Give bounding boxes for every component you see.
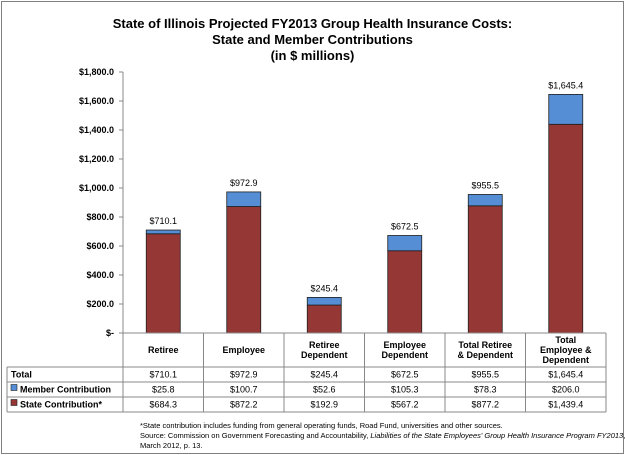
table-cell-value: $1,439.4 [548,400,583,410]
y-tick-label: $1,800.0 [79,67,114,77]
table-cell-value: $1,645.4 [548,370,583,380]
x-category-label: Dependent [381,350,428,360]
x-category-label: Employee [222,345,265,355]
footnote-line-2: Source: Commission on Government Forecas… [140,431,625,440]
table-cell-value: $972.9 [230,370,258,380]
table-row-header: State Contribution* [20,400,102,410]
footnote-line-1: *State contribution includes funding fro… [140,421,503,430]
bar-state-contribution [548,123,584,334]
table-row-header: Total [11,370,32,380]
bar-state-contribution [306,304,342,334]
y-tick-label: $1,600.0 [79,96,114,106]
table-cell-value: $684.3 [149,400,177,410]
table-row-header: Member Contribution [20,385,111,395]
bar-state-contribution [467,205,503,334]
x-category-label: Total [555,335,576,345]
y-tick-label: $800.0 [86,212,114,222]
y-tick-label: $400.0 [86,270,114,280]
table-cell-value: $25.8 [152,385,175,395]
bar-total-label: $1,645.4 [548,80,583,90]
bar-member-contribution [306,297,342,306]
table-cell-value: $877.2 [471,400,499,410]
x-category-label: Employee & [540,345,592,355]
legend-swatch [10,399,18,406]
table-cell-value: $105.3 [391,385,419,395]
footnote-line-3: March 2012, p. 13. [140,441,203,450]
bar-total-label: $972.9 [230,178,258,188]
chart-title-line-1: State of Illinois Projected FY2013 Group… [112,16,513,31]
footnote-source-title: Liabilities of the State Employees' Grou… [370,431,624,440]
bar-member-contribution [548,94,584,125]
table-cell-value: $192.9 [310,400,338,410]
y-tick-label: $1,200.0 [79,154,114,164]
table-cell-value: $872.2 [230,400,258,410]
chart-title-line-2: State and Member Contributions [212,32,413,47]
bar-total-label: $245.4 [310,283,338,293]
table-cell-value: $955.5 [471,370,499,380]
bar-member-contribution [467,194,503,207]
x-category-label: Dependent [542,355,589,365]
table-cell-value: $710.1 [149,370,177,380]
legend-swatch [10,384,18,391]
bar-state-contribution [226,206,262,334]
chart-title-line-3: (in $ millions) [270,48,355,63]
y-tick-label: $1,000.0 [79,183,114,193]
bar-total-label: $672.5 [391,221,419,231]
x-category-label: Dependent [301,350,348,360]
footnote-source-prefix: Source: Commission on Government Forecas… [140,431,371,440]
x-category-label: Retiree [309,340,340,350]
table-cell-value: $672.5 [391,370,419,380]
bar-member-contribution [387,235,423,252]
table-cell-value: $206.0 [552,385,580,395]
x-category-label: Retiree [148,345,179,355]
table-cell-value: $52.6 [313,385,336,395]
table-cell-value: $100.7 [230,385,258,395]
bar-member-contribution [226,191,262,207]
y-tick-label: $200.0 [86,299,114,309]
bar-state-contribution [387,250,423,334]
footnote-source-suffix: , [623,431,625,440]
table-cell-value: $78.3 [474,385,497,395]
bar-member-contribution [145,229,181,235]
bar-state-contribution [145,233,181,334]
table-cell-value: $567.2 [391,400,419,410]
y-tick-label: $600.0 [86,241,114,251]
y-tick-label: $1,400.0 [79,125,114,135]
x-category-label: Total Retiree [458,340,512,350]
bar-total-label: $710.1 [149,216,177,226]
x-category-label: & Dependent [457,350,513,360]
x-category-label: Employee [383,340,426,350]
y-tick-label: $- [106,328,114,338]
table-cell-value: $245.4 [310,370,338,380]
bar-total-label: $955.5 [471,180,499,190]
